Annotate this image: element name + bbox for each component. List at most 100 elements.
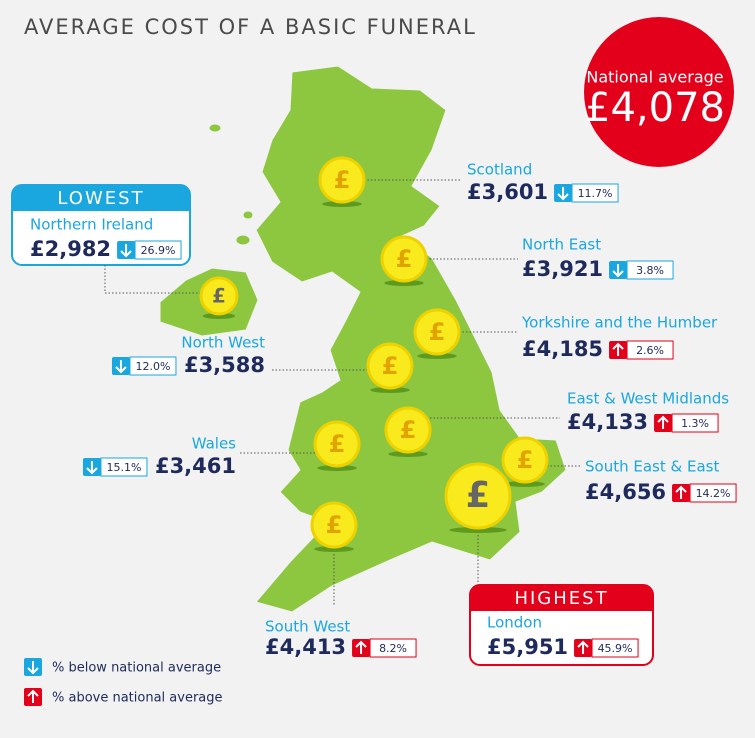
arrow — [577, 640, 589, 654]
region-cost: £3,461 — [155, 454, 236, 478]
region-change: 3.8% — [636, 264, 664, 277]
change-box — [689, 483, 737, 503]
island — [208, 123, 222, 133]
coin-shadow — [449, 527, 507, 533]
region-cost: £4,413 — [265, 635, 346, 659]
legend-text: % below national average — [52, 661, 221, 676]
arrow — [612, 342, 624, 356]
arrow — [355, 640, 367, 654]
region-name: Yorkshire and the Humber — [521, 314, 718, 332]
legend: % below national average % above national… — [24, 658, 223, 706]
coin-shadow — [417, 353, 457, 359]
region-name: Wales — [192, 435, 236, 453]
region: £ North West£3,588 12.0% — [111, 334, 414, 393]
region-cost: £4,656 — [585, 480, 666, 504]
region: £ South East & East £4,656 14.2% — [501, 436, 737, 504]
coin-symbol: £ — [517, 446, 534, 474]
change-box — [626, 260, 674, 280]
region-cost: £5,951 — [487, 635, 568, 659]
coin-shadow — [505, 481, 545, 487]
region: £ Wales£3,461 15.1% — [82, 420, 361, 478]
region: £ Yorkshire and the Humber £4,185 2.6% — [413, 308, 718, 361]
coin-shadow — [384, 280, 424, 286]
badge-header — [470, 585, 653, 611]
region-name: Scotland — [467, 161, 532, 179]
title: AVERAGE COST OF A BASIC FUNERAL — [24, 15, 477, 39]
arrow — [120, 244, 132, 258]
national-average: National average £4,078 — [584, 17, 734, 167]
region-cost: £3,921 — [522, 257, 603, 281]
coin — [318, 156, 366, 204]
arrow — [675, 485, 687, 499]
legend-text: % above national average — [52, 691, 223, 706]
coin — [199, 276, 239, 316]
change-box — [591, 638, 639, 658]
coin-symbol: £ — [396, 245, 413, 273]
region-change: 1.3% — [681, 417, 709, 430]
region-name: East & West Midlands — [567, 390, 729, 408]
coin-symbol: £ — [212, 285, 226, 308]
change-box — [129, 356, 177, 376]
arrow — [557, 187, 569, 201]
coin-symbol: £ — [334, 166, 351, 194]
island — [242, 210, 254, 220]
change-box — [134, 240, 182, 260]
arrow — [612, 264, 624, 278]
region-name: London — [487, 614, 542, 632]
coin-shadow — [322, 201, 362, 207]
region-cost: £4,185 — [522, 337, 603, 361]
change-box — [671, 413, 719, 433]
coin — [313, 420, 361, 468]
region-cost: £2,982 — [30, 237, 111, 261]
change-box — [626, 340, 674, 360]
arrow — [86, 461, 98, 475]
coin-symbol: £ — [466, 475, 490, 516]
region: LOWEST £ Northern Ireland £2,982 26.9% — [11, 184, 239, 319]
coin-symbol: £ — [429, 318, 446, 346]
coin-symbol: £ — [329, 430, 346, 458]
coin — [501, 436, 549, 484]
region-change: 45.9% — [598, 642, 633, 655]
national-value: £4,078 — [585, 85, 725, 131]
coin-symbol: £ — [382, 352, 399, 380]
badge-label: LOWEST — [57, 188, 144, 209]
region-change: 15.1% — [106, 461, 141, 474]
region-cost: £3,588 — [184, 353, 265, 377]
island — [235, 234, 251, 246]
coin — [444, 462, 512, 530]
arrow — [657, 415, 669, 429]
region-name: South East & East — [585, 458, 719, 476]
coin-shadow — [388, 451, 428, 457]
coin-symbol: £ — [326, 511, 343, 539]
coin — [310, 501, 358, 549]
arrow — [115, 360, 127, 374]
region-name: Northern Ireland — [30, 216, 153, 234]
coin — [366, 342, 414, 390]
coin — [413, 308, 461, 356]
region-cost: £3,601 — [467, 180, 548, 204]
region-change: 26.9% — [141, 244, 176, 257]
region-name: South West — [265, 618, 350, 636]
coin — [380, 235, 428, 283]
region: HIGHEST £ London £5,951 45.9% — [444, 462, 654, 666]
coin — [384, 406, 432, 454]
arrow — [27, 661, 39, 675]
region: £ Scotland£3,601 11.7% — [318, 156, 619, 207]
region-name: North West — [181, 334, 265, 352]
leader-line — [104, 265, 200, 294]
region-name: North East — [522, 236, 601, 254]
region-change: 11.7% — [578, 187, 613, 200]
region-change: 8.2% — [379, 642, 407, 655]
change-box — [100, 457, 148, 477]
coin-shadow — [370, 387, 410, 393]
region: £ South West£4,413 8.2% — [265, 501, 417, 659]
change-box — [571, 183, 619, 203]
region-cost: £4,133 — [567, 410, 648, 434]
region: £ North East £3,921 3.8% — [380, 235, 674, 286]
coin-symbol: £ — [400, 416, 417, 444]
region: £ East & West Midlands £4,133 1.3% — [384, 390, 729, 457]
coin-shadow — [314, 546, 354, 552]
national-circle — [584, 17, 734, 167]
